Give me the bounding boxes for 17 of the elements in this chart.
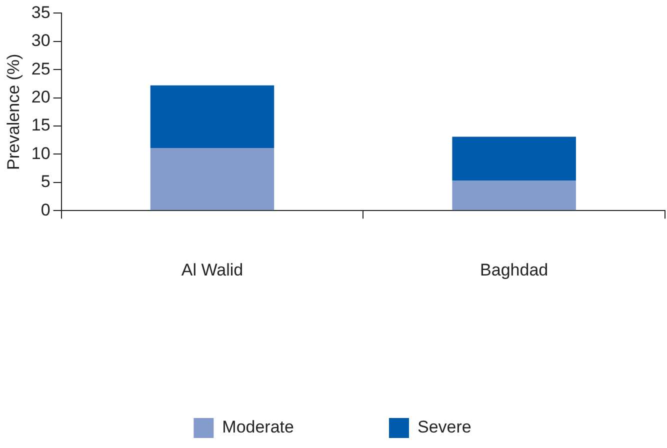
y-tick-label: 5 — [40, 172, 50, 192]
legend-label: Severe — [417, 418, 472, 437]
x-tick-label: Al Walid — [181, 260, 244, 280]
x-tick-label: Baghdad — [480, 260, 548, 280]
y-tick-label: 25 — [31, 59, 50, 78]
y-tick-label: 0 — [40, 200, 50, 220]
bar — [150, 85, 274, 148]
bar — [150, 148, 274, 210]
y-tick-label: 20 — [31, 87, 50, 106]
y-tick-label: 10 — [31, 144, 50, 163]
bar — [452, 180, 576, 210]
bar — [452, 136, 576, 181]
y-tick-label: 35 — [31, 2, 50, 22]
legend-label: Moderate — [222, 418, 294, 437]
y-tick-label: 30 — [31, 31, 50, 50]
y-axis-title: Prevalence (%) — [4, 54, 23, 170]
y-tick-label: 15 — [31, 116, 50, 135]
